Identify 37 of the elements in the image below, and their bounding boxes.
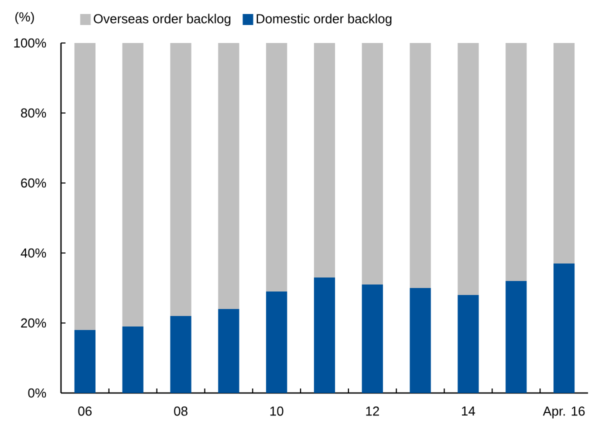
bar [410, 288, 431, 393]
x-tick-label: 12 [366, 406, 379, 416]
bar [74, 42, 96, 330]
bar [218, 42, 240, 309]
bar [314, 42, 336, 278]
bar [458, 295, 479, 393]
bar [554, 264, 575, 393]
legend-label: Overseas order backlog [94, 14, 230, 26]
bar [74, 330, 96, 393]
bar [266, 42, 288, 292]
y-tick-label: 20% [21, 318, 46, 328]
bar [122, 326, 144, 393]
y-tick-label: 0% [28, 388, 46, 398]
bar [554, 42, 575, 264]
bar [458, 42, 479, 295]
x-tick-label: Apr. 16 [542, 406, 585, 418]
bar [170, 316, 192, 393]
y-axis-title: (%) [15, 12, 34, 24]
bar [314, 278, 336, 393]
bar [506, 281, 527, 393]
y-tick-label: 80% [21, 108, 46, 118]
y-tick-label: 100% [14, 38, 46, 48]
legend-label: Domestic order backlog [256, 14, 392, 26]
x-tick-label: 14 [462, 406, 476, 416]
bar [362, 42, 383, 284]
x-tick-label: 10 [270, 406, 284, 416]
bar [122, 42, 144, 326]
bar [410, 42, 431, 288]
bar [218, 309, 240, 393]
bar [362, 284, 383, 393]
bar [266, 292, 288, 393]
bar [170, 42, 192, 316]
x-tick-label: 08 [174, 406, 188, 416]
y-tick-label: 60% [21, 178, 46, 188]
y-tick-label: 40% [20, 248, 46, 258]
bar [506, 42, 527, 281]
x-tick-label: 06 [78, 406, 92, 416]
